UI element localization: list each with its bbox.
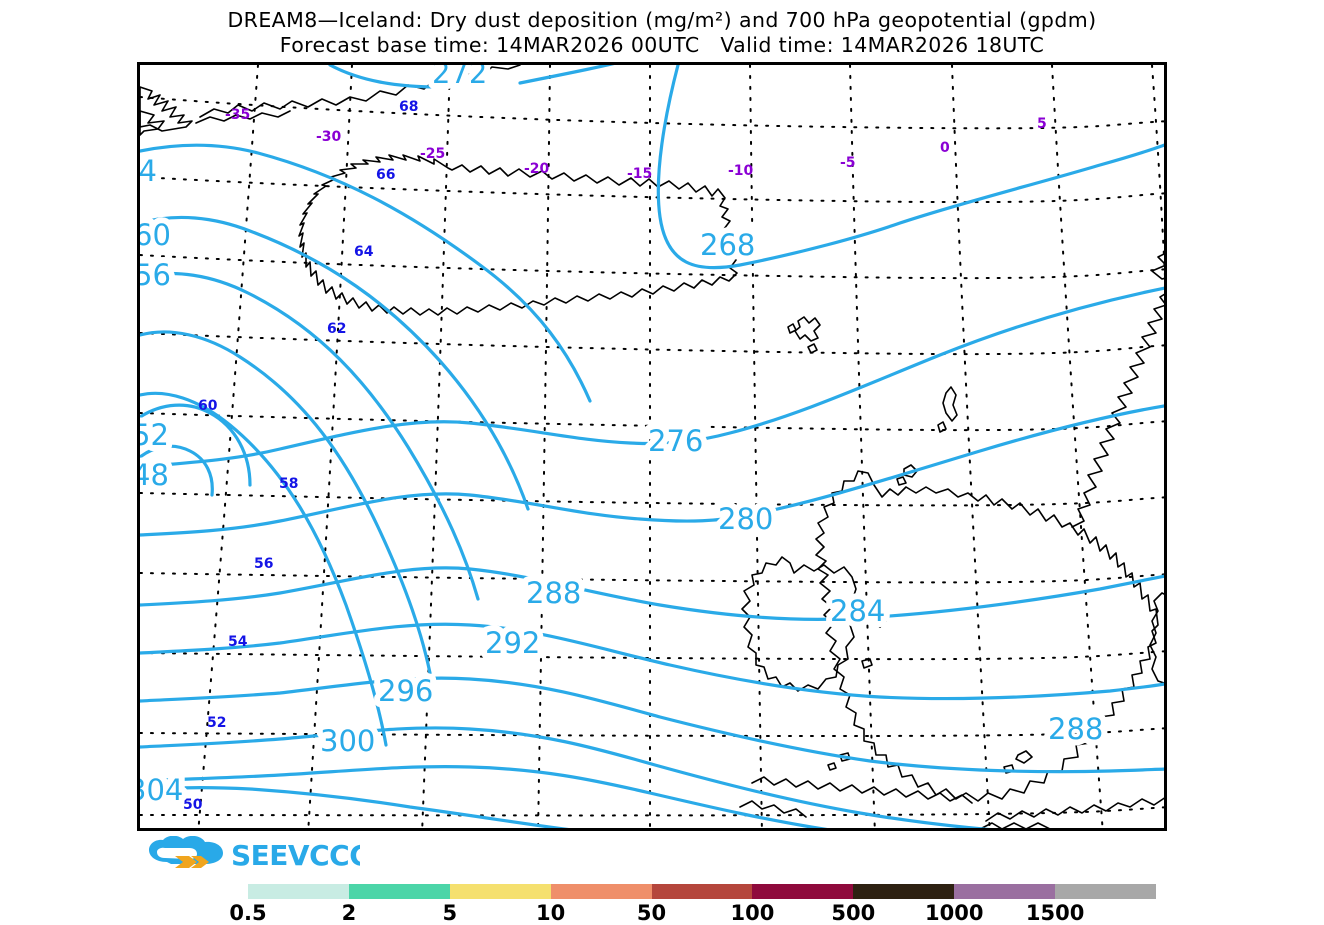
seevccc-logo: SEEVCCC <box>145 835 370 872</box>
colorbar-tick: 50 <box>636 901 667 925</box>
lat-label: 68 <box>399 99 418 115</box>
logo-wordmark: SEEVCCC <box>231 839 360 872</box>
colorbar-segment <box>954 884 1055 899</box>
contour-label: 300 <box>320 724 375 758</box>
contour-label-clipped: 60 <box>140 218 171 252</box>
colorbar-tick: 0.5 <box>229 901 267 925</box>
svg-text:284: 284 <box>830 594 885 628</box>
lat-label: 50 <box>183 797 203 813</box>
contour-label: 268 <box>700 228 755 262</box>
lon-label: -30 <box>316 129 342 145</box>
colorbar-segment <box>853 884 955 899</box>
colorbar-tick: 1500 <box>1025 901 1085 925</box>
figure-title-line-2: Forecast base time: 14MAR2026 00UTC Vali… <box>279 33 1045 57</box>
colorbar-swatches <box>248 884 1156 899</box>
lat-label: 66 <box>376 167 395 183</box>
svg-text:288: 288 <box>526 576 581 610</box>
latitude-labels: 68 66 64 62 60 58 56 54 52 50 <box>183 99 418 813</box>
colorbar-tick: 1000 <box>924 901 984 925</box>
arrow-icon <box>175 856 209 868</box>
contour-label-clipped: 52 <box>140 418 169 452</box>
geopotential-contours <box>140 65 1164 828</box>
svg-text:276: 276 <box>648 424 703 458</box>
svg-text:60: 60 <box>140 218 171 252</box>
contour-label: 292 <box>485 626 540 660</box>
contour-label: 288 <box>526 576 581 610</box>
colorbar-segment <box>651 884 753 899</box>
colorbar-tick: 10 <box>536 901 566 925</box>
contour-label: 304 <box>140 773 183 807</box>
colorbar-segment <box>550 884 652 899</box>
figure-title-block: DREAM8—Iceland: Dry dust deposition (mg/… <box>0 8 1324 58</box>
contour-label-clipped: 64 <box>140 154 157 188</box>
lon-label: -25 <box>420 146 445 162</box>
contour-label: 296 <box>378 674 433 708</box>
map-canvas: 68 66 64 62 60 58 56 54 52 50 -35 -30 -2… <box>140 65 1164 828</box>
lat-label: 62 <box>327 321 346 337</box>
contour-label: 272 <box>432 65 487 90</box>
colorbar-segment <box>449 884 551 899</box>
svg-text:288: 288 <box>1048 712 1103 746</box>
svg-text:300: 300 <box>320 724 375 758</box>
logo-svg: SEEVCCC <box>149 835 370 872</box>
colorbar-segment <box>1055 884 1156 899</box>
svg-text:292: 292 <box>485 626 540 660</box>
lon-label: -10 <box>728 163 754 179</box>
colorbar-tick: 100 <box>730 901 775 925</box>
lat-label: 54 <box>228 634 248 650</box>
contour-value-labels: 272 268 276 280 284 288 288 292 296 300 … <box>140 65 1109 813</box>
colorbar-segment <box>248 884 349 899</box>
svg-text:280: 280 <box>718 502 773 536</box>
lon-label: 0 <box>940 140 950 156</box>
contour-label-clipped: 56 <box>140 258 171 292</box>
colorbar-tick: 500 <box>831 901 876 925</box>
lon-label: -5 <box>840 155 856 171</box>
figure-title-line-1: DREAM8—Iceland: Dry dust deposition (mg/… <box>227 8 1097 32</box>
contour-label: 280 <box>718 502 773 536</box>
contour-label: 276 <box>648 424 703 458</box>
lon-label: -20 <box>524 161 550 177</box>
coastlines <box>140 65 1164 828</box>
lat-label: 58 <box>279 476 298 492</box>
colorbar-tick: 5 <box>442 901 458 925</box>
contour-label: 288 <box>1048 712 1103 746</box>
svg-text:296: 296 <box>378 674 433 708</box>
colorbar-tick: 2 <box>341 901 357 925</box>
contour-label: 284 <box>830 594 885 628</box>
longitude-labels: -35 -30 -25 -20 -15 -10 -5 0 5 <box>225 107 1047 182</box>
colorbar-segment <box>348 884 450 899</box>
svg-text:304: 304 <box>140 773 183 807</box>
lat-label: 64 <box>354 244 374 260</box>
lat-label: 52 <box>207 715 226 731</box>
map-panel: 68 66 64 62 60 58 56 54 52 50 -35 -30 -2… <box>137 62 1167 831</box>
lon-label: -35 <box>225 107 250 123</box>
svg-text:56: 56 <box>140 258 171 292</box>
colorbar-segment <box>752 884 854 899</box>
lat-label: 60 <box>198 398 218 414</box>
contour-label-clipped: 48 <box>140 458 169 492</box>
colorbar-tick-labels: 0.5 2 5 10 50 100 500 1000 1500 <box>229 901 1156 925</box>
lat-label: 56 <box>254 556 273 572</box>
svg-text:268: 268 <box>700 228 755 262</box>
graticule-parallels <box>140 96 1164 817</box>
colorbar: 0.5 2 5 10 50 100 500 1000 1500 <box>229 884 1156 925</box>
lon-label: 5 <box>1037 116 1047 132</box>
lon-label: -15 <box>627 166 652 182</box>
